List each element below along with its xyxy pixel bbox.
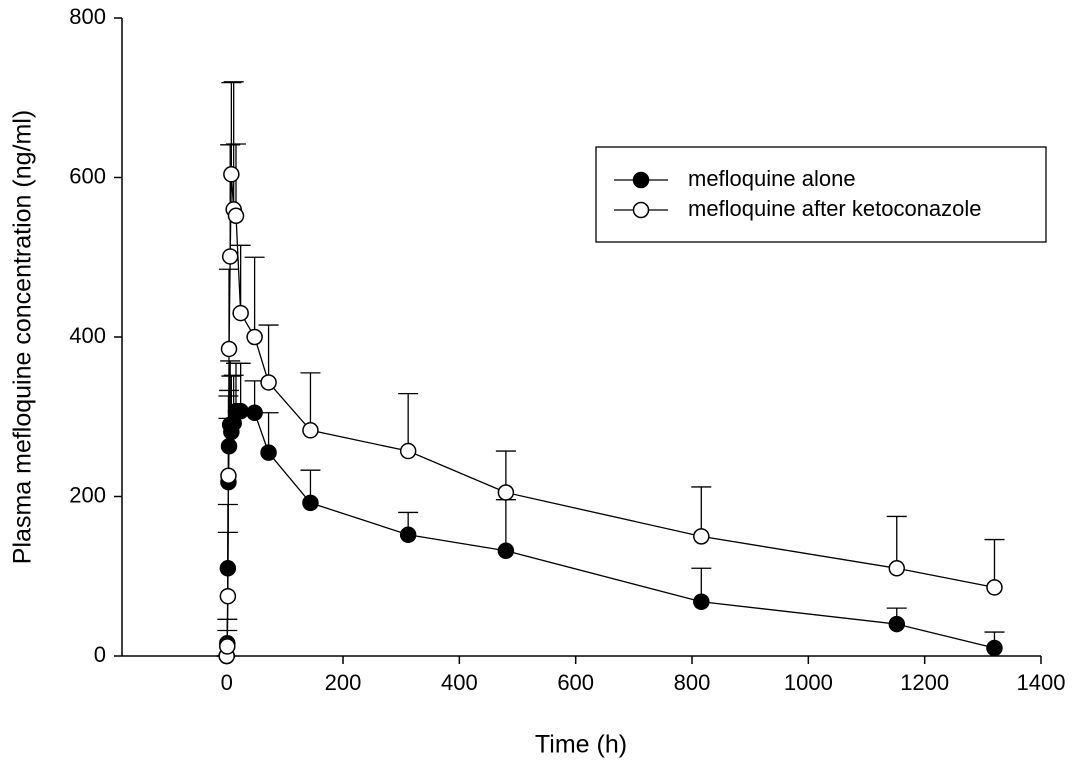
error-bar <box>221 81 242 175</box>
marker <box>219 560 237 577</box>
marker <box>260 444 277 461</box>
legend-marker <box>632 171 650 189</box>
marker <box>221 248 239 265</box>
error-bar <box>258 324 279 383</box>
y-tick-label: 600 <box>69 163 106 188</box>
y-tick-label: 800 <box>69 4 106 29</box>
x-tick-label: 200 <box>325 670 362 695</box>
x-axis-label: Time (h) <box>535 731 627 759</box>
legend-box <box>595 146 1047 243</box>
marker <box>219 587 237 605</box>
error-bar <box>223 81 244 210</box>
marker <box>220 340 238 358</box>
error-bar <box>219 268 240 349</box>
marker <box>986 639 1003 657</box>
x-tick-label: 1200 <box>900 670 949 695</box>
error-bar <box>398 392 419 452</box>
y-tick-label: 0 <box>94 642 106 667</box>
marker <box>220 467 237 485</box>
error-bar <box>886 515 907 569</box>
marker <box>399 442 417 460</box>
marker <box>693 593 710 611</box>
marker <box>302 494 319 512</box>
marker <box>888 615 906 633</box>
marker <box>227 207 245 225</box>
error-bar <box>244 256 265 337</box>
marker <box>888 560 906 577</box>
x-tick-label: 0 <box>221 670 233 695</box>
marker <box>219 638 236 655</box>
marker <box>232 304 249 322</box>
legend-label: mefloquine after ketoconazole <box>688 196 982 221</box>
marker <box>986 579 1003 596</box>
y-tick-label: 400 <box>69 323 106 348</box>
marker <box>246 404 263 422</box>
x-tick-label: 1400 <box>1017 670 1066 695</box>
x-tick-label: 800 <box>674 670 711 695</box>
marker <box>232 402 249 420</box>
y-tick-label: 200 <box>69 482 106 507</box>
marker <box>223 166 240 183</box>
marker <box>693 528 710 545</box>
error-bar <box>220 144 241 257</box>
x-tick-label: 1000 <box>784 670 833 695</box>
legend-label: mefloquine alone <box>688 166 856 191</box>
marker <box>497 542 515 559</box>
x-tick-label: 600 <box>557 670 594 695</box>
error-bar <box>230 244 251 314</box>
error-bar <box>300 372 321 431</box>
legend-marker <box>632 201 650 219</box>
y-axis-label: Plasma mefloquine concentration (ng/ml) <box>9 110 37 564</box>
marker <box>246 328 263 346</box>
marker <box>302 422 319 439</box>
marker <box>260 374 277 391</box>
marker <box>220 438 238 455</box>
x-tick-label: 400 <box>441 670 478 695</box>
marker <box>497 484 515 501</box>
marker <box>399 526 417 544</box>
series-line <box>226 174 995 657</box>
